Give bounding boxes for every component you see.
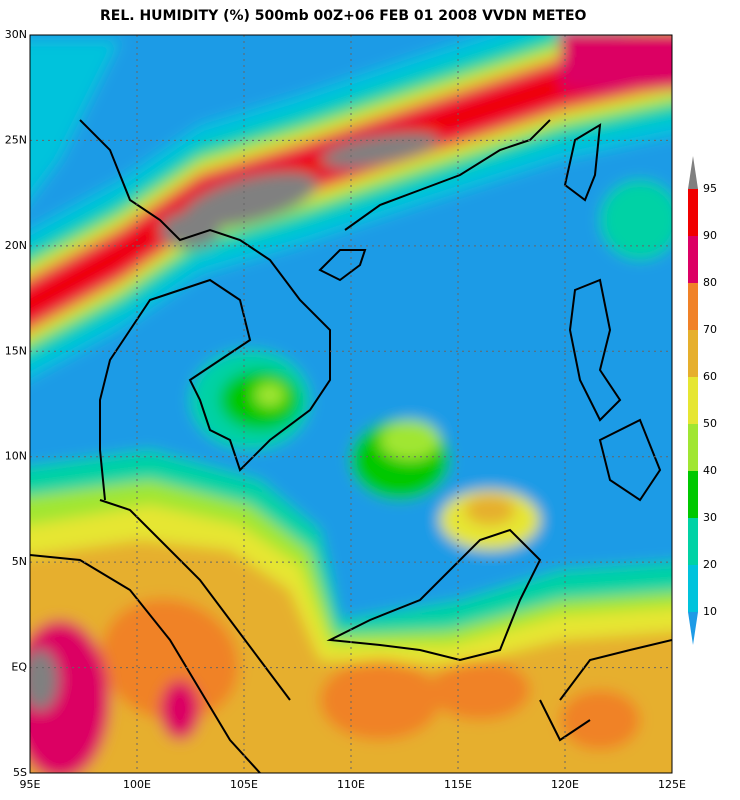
lon-label: 95E (20, 778, 41, 791)
lat-label: EQ (11, 661, 27, 674)
colorbar-label: 40 (703, 464, 717, 477)
field-area (560, 35, 672, 90)
colorbar-high (688, 156, 698, 189)
field-area (160, 680, 200, 740)
field-area (320, 660, 440, 740)
lat-label: 5N (12, 555, 27, 568)
colorbar-label: 80 (703, 276, 717, 289)
field-area (30, 40, 120, 200)
colorbar-label: 30 (703, 511, 717, 524)
colorbar-label: 50 (703, 417, 717, 430)
graticule: 95E 100E 105E 110E 115E 120E 125E 30N 25N 20N 15N 1… (5, 28, 686, 791)
field-area (30, 46, 672, 319)
lat-label: 25N (5, 133, 27, 146)
lat-label: 10N (5, 450, 27, 463)
field-area (30, 650, 58, 710)
colorbar-swatch (688, 424, 698, 471)
field-area (30, 620, 110, 773)
colorbar-swatch (688, 565, 698, 612)
field-area (430, 660, 530, 720)
colorbar-low (688, 612, 698, 645)
field-area (182, 172, 318, 228)
colorbar-swatch (688, 236, 698, 283)
lat-label: 20N (5, 239, 27, 252)
colorbar: 10 20 30 40 50 60 70 80 90 95 (688, 156, 717, 645)
colorbar-label: 95 (703, 182, 717, 195)
colorbar-swatch (688, 189, 698, 236)
lon-label: 105E (230, 778, 258, 791)
lon-label: 110E (337, 778, 365, 791)
colorbar-label: 70 (703, 323, 717, 336)
map-frame (29, 34, 673, 774)
lon-label: 125E (658, 778, 686, 791)
lon-label: 120E (551, 778, 579, 791)
colorbar-swatch (688, 330, 698, 377)
lon-label: 100E (123, 778, 151, 791)
map-title: REL. HUMIDITY (%) 500mb 00Z+06 FEB 01 20… (100, 8, 587, 24)
field-area (255, 383, 285, 407)
field-area (465, 495, 515, 525)
colorbar-label: 60 (703, 370, 717, 383)
colorbar-swatch (688, 283, 698, 330)
field-area (320, 132, 440, 168)
lat-label: 30N (5, 28, 27, 41)
field-area (160, 212, 220, 248)
colorbar-label: 90 (703, 229, 717, 242)
lat-label: 15N (5, 344, 27, 357)
lat-label: 5S (13, 766, 27, 779)
colorbar-swatch (688, 518, 698, 565)
colorbar-swatch (688, 377, 698, 424)
field-area (101, 598, 239, 722)
field-area (600, 180, 672, 260)
field-area (380, 420, 440, 460)
colorbar-swatch (688, 471, 698, 518)
colorbar-label: 20 (703, 558, 717, 571)
lon-label: 115E (444, 778, 472, 791)
field-area (560, 690, 640, 750)
colorbar-label: 10 (703, 605, 717, 618)
